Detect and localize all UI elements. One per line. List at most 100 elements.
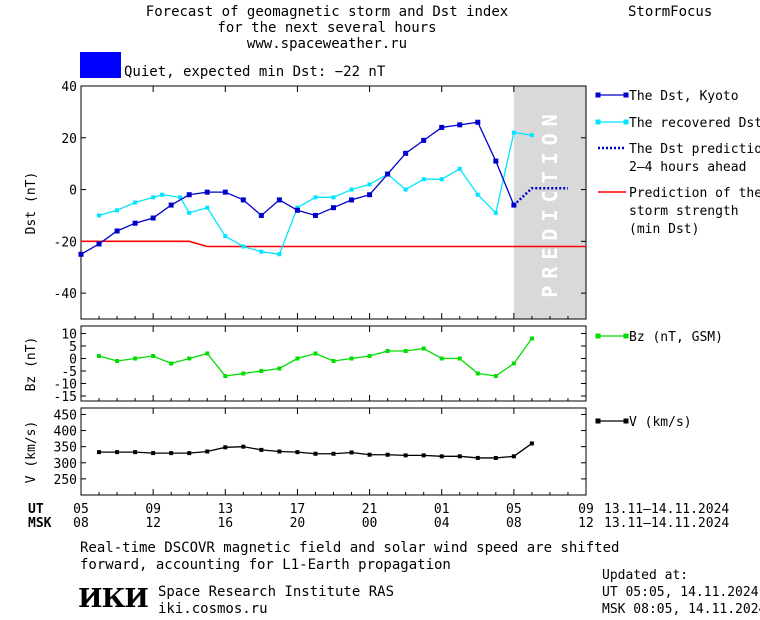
- dst-kyoto-point: [204, 189, 210, 195]
- dst-recovered-point: [133, 200, 138, 205]
- bz-point: [511, 361, 516, 366]
- v-point: [349, 450, 354, 455]
- dst-recovered-point: [97, 213, 102, 218]
- dst-recovered-point: [295, 205, 300, 210]
- institute-website[interactable]: iki.cosmos.ru: [158, 601, 268, 617]
- ut-tick-label: 09: [145, 502, 161, 517]
- y-tick-label: 450: [54, 408, 77, 423]
- y-tick-label: -5: [61, 365, 77, 380]
- v-point: [475, 455, 480, 460]
- dst-kyoto-point: [132, 220, 138, 226]
- legend-bz-label: Bz (nT, GSM): [629, 330, 723, 345]
- dst-recovered-point: [367, 182, 372, 187]
- y-tick-label: 300: [54, 457, 77, 472]
- dst-recovered-point: [223, 234, 228, 239]
- bz-point: [295, 356, 300, 361]
- bz-point: [133, 356, 138, 361]
- bz-point: [151, 354, 156, 358]
- v-point: [457, 454, 462, 459]
- dst-kyoto-point: [421, 137, 427, 143]
- y-tick-label: 350: [54, 441, 77, 456]
- dst-kyoto-point: [403, 150, 409, 156]
- dst-kyoto-point: [96, 241, 102, 247]
- y-tick-label: 20: [61, 132, 77, 147]
- dst-kyoto-point: [114, 228, 120, 234]
- dst-panel-frame: [80, 85, 587, 320]
- v-point: [295, 450, 300, 455]
- v-y-axis-title: V (km/s): [24, 421, 39, 484]
- status-color-box: [80, 52, 121, 78]
- bz-point: [457, 356, 462, 361]
- v-point: [421, 453, 426, 458]
- y-tick-label: -40: [54, 287, 77, 302]
- chart-title-url[interactable]: www.spaceweather.ru: [246, 36, 408, 52]
- dst-recovered-point: [160, 192, 165, 197]
- dst-recovered-point: [115, 208, 120, 213]
- y-tick-label: 40: [61, 80, 77, 95]
- dst-recovered-line: [98, 131, 532, 255]
- dst-recovered-point: [421, 177, 426, 182]
- institute-name: Space Research Institute RAS: [158, 584, 395, 600]
- dst-recovered-point: [493, 210, 498, 215]
- legend-dst-kyoto-label: The Dst, Kyoto: [629, 89, 739, 104]
- data-series: [78, 119, 586, 460]
- bz-point: [367, 354, 372, 358]
- y-tick-label: 5: [69, 340, 77, 355]
- legend-v-label: V (km/s): [629, 415, 692, 430]
- ut-tick-label: 17: [290, 502, 306, 517]
- dst-kyoto-point: [276, 197, 282, 203]
- dst-kyoto-point: [385, 171, 391, 177]
- legend-dst-recovered-swatch-marker: [595, 119, 601, 125]
- v-point: [439, 454, 444, 459]
- dst-recovered-point: [439, 177, 444, 182]
- dst-recovered-point: [313, 195, 318, 200]
- bz-point: [313, 351, 318, 356]
- v-point: [385, 452, 390, 457]
- dst-kyoto-point: [331, 205, 336, 211]
- v-point: [187, 451, 192, 456]
- dst-kyoto-point: [349, 197, 355, 203]
- dst-kyoto-point: [222, 189, 228, 195]
- ut-tick-label: 05: [506, 502, 522, 517]
- dst-recovered-point: [151, 195, 156, 200]
- dst-kyoto-line: [80, 121, 515, 255]
- dst-kyoto-point: [240, 197, 246, 203]
- dst-y-axis-title: Dst (nT): [24, 172, 39, 235]
- legend-dst-kyoto-swatch-marker: [595, 92, 601, 98]
- bz-panel-frame: [80, 325, 587, 402]
- dst-kyoto-point: [186, 192, 192, 198]
- ut-date-range: 13.11–14.11.2024: [604, 502, 729, 517]
- dst-kyoto-point: [312, 212, 318, 218]
- v-point: [403, 453, 408, 458]
- prediction-label: PREDICTION: [538, 107, 562, 297]
- v-point: [241, 444, 246, 449]
- msk-tick-label: 12: [578, 516, 594, 531]
- y-tick-label: -20: [54, 235, 77, 250]
- v-point: [331, 451, 336, 456]
- dst-recovered-point: [277, 252, 282, 257]
- legend-dst-prediction-label: 2–4 hours ahead: [629, 160, 746, 175]
- msk-tick-label: 08: [506, 516, 522, 531]
- dst-kyoto-point: [258, 212, 264, 218]
- v-point: [115, 450, 120, 455]
- dst-recovered-point: [187, 210, 192, 215]
- v-point: [493, 455, 498, 460]
- msk-tick-label: 16: [217, 516, 233, 531]
- v-point: [169, 451, 174, 456]
- legend-storm-strength-label: (min Dst): [629, 222, 699, 237]
- dst-recovered-point: [331, 195, 336, 200]
- ut-tick-label: 09: [578, 502, 594, 517]
- y-tick-label: 0: [69, 184, 77, 199]
- bz-point: [439, 356, 444, 361]
- dst-kyoto-point: [493, 158, 499, 164]
- y-tick-label: -15: [54, 390, 77, 405]
- y-tick-label: 250: [54, 473, 77, 488]
- storm-strength-line: [81, 240, 586, 248]
- bz-y-axis-title: Bz (nT): [24, 337, 39, 392]
- dst-recovered-point: [349, 187, 354, 192]
- bz-point: [349, 356, 354, 361]
- updated-label: Updated at:: [602, 568, 689, 583]
- ut-tick-label: 05: [73, 502, 89, 517]
- msk-tick-label: 12: [145, 516, 161, 531]
- v-point: [529, 441, 534, 446]
